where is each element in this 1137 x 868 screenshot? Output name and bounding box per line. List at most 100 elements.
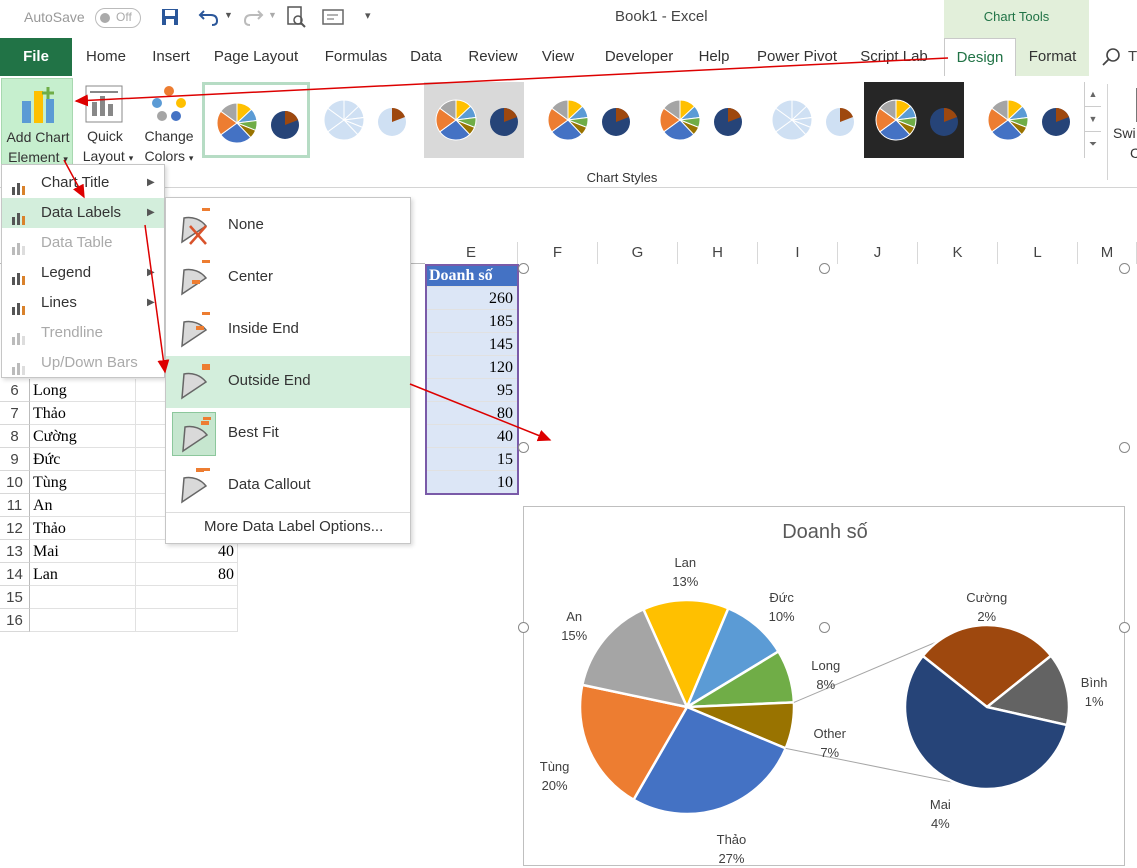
menu-item-chart-title[interactable]: Chart Title ▶	[2, 168, 164, 198]
chart-title[interactable]: Doanh số	[782, 521, 868, 543]
cell-e-header[interactable]: Doanh số	[425, 264, 518, 287]
col-header-f[interactable]: F	[518, 242, 598, 264]
row-header[interactable]: 6	[0, 379, 30, 402]
data-label-option-outside-end[interactable]: Outside End	[166, 356, 410, 408]
cell-value[interactable]	[136, 609, 238, 632]
save-icon[interactable]	[161, 8, 179, 26]
col-header-g[interactable]: G	[598, 242, 678, 264]
col-header-j[interactable]: J	[838, 242, 918, 264]
undo-icon[interactable]	[198, 7, 220, 27]
data-label-option-none[interactable]: None	[166, 200, 410, 252]
tab-insert[interactable]: Insert	[152, 48, 190, 65]
cell-value[interactable]	[136, 586, 238, 609]
chart-style-thumb-8[interactable]	[976, 82, 1076, 158]
data-label-option-data-callout[interactable]: Data Callout	[166, 460, 410, 512]
tab-page-layout[interactable]: Page Layout	[213, 48, 299, 65]
row-header[interactable]: 7	[0, 402, 30, 425]
cell-name[interactable]: Long	[30, 379, 136, 402]
col-header-i[interactable]: I	[758, 242, 838, 264]
search-icon[interactable]	[1101, 47, 1121, 67]
cell-name[interactable]: Tùng	[30, 471, 136, 494]
autosave-toggle[interactable]: Off	[95, 8, 141, 28]
cell-name[interactable]: Lan	[30, 563, 136, 586]
data-label-lan[interactable]: Lan 13%	[655, 553, 715, 591]
data-label-cuong[interactable]: Cường 2%	[957, 588, 1017, 626]
resize-handle-r[interactable]	[1119, 442, 1130, 453]
row-header[interactable]: 8	[0, 425, 30, 448]
cell-e-value[interactable]: 145	[425, 333, 518, 356]
chart-style-thumb-5[interactable]	[648, 82, 748, 158]
resize-handle-l[interactable]	[518, 442, 529, 453]
cell-e-value[interactable]: 260	[425, 287, 518, 310]
cell-name[interactable]: Đức	[30, 448, 136, 471]
resize-handle-tr[interactable]	[1119, 263, 1130, 274]
row-header[interactable]: 16	[0, 609, 30, 632]
data-label-duc[interactable]: Đức 10%	[752, 588, 812, 626]
menu-item-lines[interactable]: Lines ▶	[2, 288, 164, 318]
cell-name[interactable]: Mai	[30, 540, 136, 563]
menu-item-data-labels[interactable]: Data Labels ▶	[2, 198, 164, 228]
cell-name[interactable]: Thảo	[30, 517, 136, 540]
cell-e-value[interactable]: 10	[425, 471, 518, 494]
row-header[interactable]: 9	[0, 448, 30, 471]
add-chart-element-button[interactable]: Add Chart Element ▾	[1, 78, 73, 168]
col-header-l[interactable]: L	[998, 242, 1078, 264]
row-header[interactable]: 13	[0, 540, 30, 563]
cell-value[interactable]: 40	[136, 540, 238, 563]
data-label-long[interactable]: Long 8%	[796, 656, 856, 694]
tab-design[interactable]: Design	[944, 38, 1016, 76]
resize-handle-b[interactable]	[819, 622, 830, 633]
cell-e-value[interactable]: 40	[425, 425, 518, 448]
data-label-mai[interactable]: Mai 4%	[910, 795, 970, 833]
gallery-more-arrow[interactable]: ⏷	[1089, 139, 1097, 150]
change-colors-button[interactable]: Change Colors ▾	[140, 78, 198, 168]
redo-icon[interactable]	[242, 7, 264, 27]
cell-name[interactable]: An	[30, 494, 136, 517]
quick-layout-button[interactable]: Quick Layout ▾	[78, 78, 133, 168]
form-icon[interactable]	[322, 9, 344, 25]
data-label-option-inside-end[interactable]: Inside End	[166, 304, 410, 356]
data-label-binh[interactable]: Bình 1%	[1064, 673, 1124, 711]
redo-dropdown-icon[interactable]: ▼	[268, 10, 277, 20]
resize-handle-tl[interactable]	[518, 263, 529, 274]
pie-of-pie-chart[interactable]: Doanh số Lan 13% Đức 10% Long 8% Other 7% Thảo 27…	[523, 506, 1125, 866]
resize-handle-t[interactable]	[819, 263, 830, 274]
more-data-label-options[interactable]: More Data Label Options...	[204, 518, 384, 535]
gallery-down-arrow[interactable]: ▼	[1085, 107, 1101, 132]
cell-e-value[interactable]: 15	[425, 448, 518, 471]
cell-name[interactable]	[30, 609, 136, 632]
cell-name[interactable]	[30, 586, 136, 609]
row-header[interactable]: 15	[0, 586, 30, 609]
cell-name[interactable]: Cường	[30, 425, 136, 448]
tab-developer[interactable]: Developer	[604, 48, 674, 65]
cell-value[interactable]: 80	[136, 563, 238, 586]
data-label-option-center[interactable]: Center	[166, 252, 410, 304]
cell-e-value[interactable]: 120	[425, 356, 518, 379]
row-header[interactable]: 14	[0, 563, 30, 586]
menu-item-up-down-bars[interactable]: Up/Down Bars	[2, 348, 164, 378]
tab-script-lab[interactable]: Script Lab	[860, 48, 928, 65]
tab-data[interactable]: Data	[410, 48, 442, 65]
resize-handle-br[interactable]	[1119, 622, 1130, 633]
chart-style-thumb-4[interactable]	[536, 82, 636, 158]
tab-view[interactable]: View	[541, 48, 575, 65]
cell-e-value[interactable]: 80	[425, 402, 518, 425]
tab-home[interactable]: Home	[85, 48, 126, 65]
gallery-up-arrow[interactable]: ▲	[1085, 82, 1101, 107]
tab-formulas[interactable]: Formulas	[324, 48, 388, 65]
chart-style-thumb-1[interactable]	[202, 82, 310, 158]
cell-name[interactable]: Thảo	[30, 402, 136, 425]
cell-e-value[interactable]: 185	[425, 310, 518, 333]
menu-item-data-table[interactable]: Data Table	[2, 228, 164, 258]
chart-style-thumb-3[interactable]	[424, 82, 524, 158]
undo-dropdown-icon[interactable]: ▼	[224, 10, 233, 20]
row-header[interactable]: 11	[0, 494, 30, 517]
tab-format[interactable]: Format	[1016, 38, 1089, 76]
chart-style-thumb-7[interactable]	[864, 82, 964, 158]
cell-e-value[interactable]: 95	[425, 379, 518, 402]
data-label-option-best-fit[interactable]: Best Fit	[166, 408, 410, 460]
menu-item-legend[interactable]: Legend ▶	[2, 258, 164, 288]
col-header-k[interactable]: K	[918, 242, 998, 264]
row-header[interactable]: 12	[0, 517, 30, 540]
print-preview-icon[interactable]	[286, 6, 306, 28]
